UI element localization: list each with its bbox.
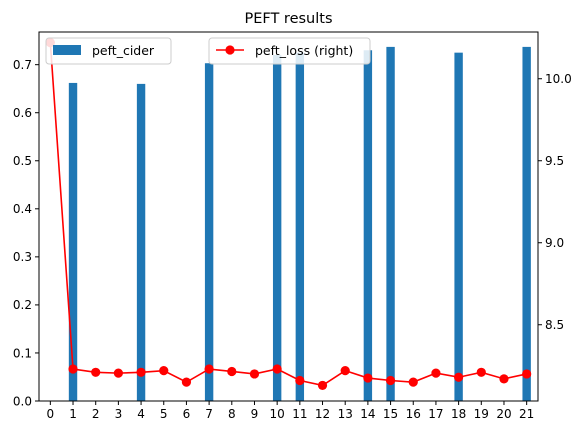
point-peft-loss-7 bbox=[204, 364, 214, 374]
y-right-tick-label-0: 8.5 bbox=[545, 318, 564, 332]
x-tick-label-15: 15 bbox=[383, 407, 398, 421]
x-tick-label-8: 8 bbox=[228, 407, 236, 421]
chart-title: PEFT results bbox=[244, 11, 332, 27]
x-tick-label-17: 17 bbox=[428, 407, 443, 421]
point-peft-loss-13 bbox=[340, 366, 350, 376]
x-tick-label-7: 7 bbox=[205, 407, 213, 421]
point-peft-loss-6 bbox=[181, 377, 192, 387]
y-right-tick-label-3: 10.0 bbox=[545, 72, 572, 86]
bar-peft-cider-18 bbox=[454, 52, 463, 401]
point-peft-loss-16 bbox=[408, 377, 418, 387]
y-left-tick-label-1: 0.1 bbox=[13, 346, 32, 360]
line-peft-loss bbox=[49, 42, 527, 387]
x-tick-label-2: 2 bbox=[92, 407, 100, 421]
point-peft-loss-21 bbox=[522, 369, 532, 379]
bar-peft-cider-7 bbox=[204, 63, 214, 401]
axes-layer: 0 1 2 3 4 5 6 7 8 9 10 11 12 13 14 15 16 17 18 19 20 210.00.1… bbox=[13, 31, 572, 421]
bar-peft-cider-10 bbox=[272, 55, 282, 401]
plot-frame bbox=[38, 31, 539, 402]
x-tick-label-3: 3 bbox=[115, 407, 123, 421]
point-peft-loss-18 bbox=[454, 372, 464, 382]
bar-peft-cider-11 bbox=[295, 52, 305, 401]
y-left-tick-label-7: 0.7 bbox=[13, 58, 32, 72]
bar-peft-cider-15 bbox=[386, 46, 395, 401]
point-peft-loss-15 bbox=[385, 375, 396, 386]
point-peft-loss-1 bbox=[68, 364, 78, 374]
bars-layer bbox=[68, 46, 531, 401]
x-tick-label-12: 12 bbox=[315, 407, 330, 421]
point-peft-loss-12 bbox=[317, 380, 328, 391]
legend-left: peft_cider bbox=[45, 37, 172, 65]
point-peft-loss-5 bbox=[159, 366, 169, 376]
point-peft-loss-2 bbox=[91, 367, 101, 377]
x-tick-label-4: 4 bbox=[137, 407, 145, 421]
point-peft-loss-9 bbox=[249, 369, 260, 379]
x-tick-label-10: 10 bbox=[270, 407, 285, 421]
y-left-tick-label-4: 0.4 bbox=[13, 202, 32, 216]
legend-marker-peft-loss bbox=[225, 45, 235, 55]
point-peft-loss-19 bbox=[476, 367, 486, 377]
point-peft-loss-14 bbox=[363, 373, 373, 383]
x-tick-label-16: 16 bbox=[406, 407, 421, 421]
point-peft-loss-11 bbox=[295, 375, 305, 386]
x-tick-label-21: 21 bbox=[519, 407, 534, 421]
y-right-tick-label-1: 9.0 bbox=[545, 236, 564, 250]
x-tick-label-19: 19 bbox=[474, 407, 489, 421]
bar-peft-cider-14 bbox=[363, 50, 373, 401]
x-tick-label-0: 0 bbox=[47, 407, 55, 421]
y-right-tick-label-2: 9.5 bbox=[545, 154, 564, 168]
bar-peft-cider-21 bbox=[522, 46, 531, 401]
y-left-tick-label-3: 0.3 bbox=[13, 250, 32, 264]
point-peft-loss-8 bbox=[227, 366, 237, 377]
y-left-tick-label-5: 0.5 bbox=[13, 154, 32, 168]
legend-label-peft-cider: peft_cider bbox=[92, 43, 155, 58]
point-peft-loss-3 bbox=[113, 368, 123, 378]
x-tick-label-5: 5 bbox=[160, 407, 168, 421]
y-left-tick-label-6: 0.6 bbox=[13, 106, 32, 120]
y-left-tick-label-0: 0.0 bbox=[13, 394, 32, 408]
point-peft-loss-4 bbox=[136, 367, 146, 377]
x-tick-label-9: 9 bbox=[251, 407, 259, 421]
x-tick-label-1: 1 bbox=[69, 407, 77, 421]
x-tick-label-11: 11 bbox=[292, 407, 307, 421]
legend-swatch-peft-cider bbox=[53, 45, 81, 55]
legend-right: peft_loss (right) bbox=[208, 37, 371, 65]
x-tick-label-14: 14 bbox=[360, 407, 375, 421]
line-layer bbox=[45, 38, 532, 391]
bar-peft-cider-4 bbox=[136, 83, 146, 401]
point-peft-loss-10 bbox=[272, 364, 282, 374]
x-tick-label-18: 18 bbox=[451, 407, 466, 421]
point-peft-loss-17 bbox=[431, 368, 441, 378]
legend-right-box bbox=[208, 37, 371, 65]
x-tick-label-20: 20 bbox=[496, 407, 511, 421]
x-tick-label-6: 6 bbox=[183, 407, 191, 421]
legend-label-peft-loss: peft_loss (right) bbox=[255, 43, 353, 58]
x-tick-label-13: 13 bbox=[338, 407, 353, 421]
y-left-tick-label-2: 0.2 bbox=[13, 298, 32, 312]
legend-left-box bbox=[45, 37, 172, 65]
bar-peft-cider-1 bbox=[68, 82, 78, 401]
point-peft-loss-20 bbox=[499, 374, 509, 384]
